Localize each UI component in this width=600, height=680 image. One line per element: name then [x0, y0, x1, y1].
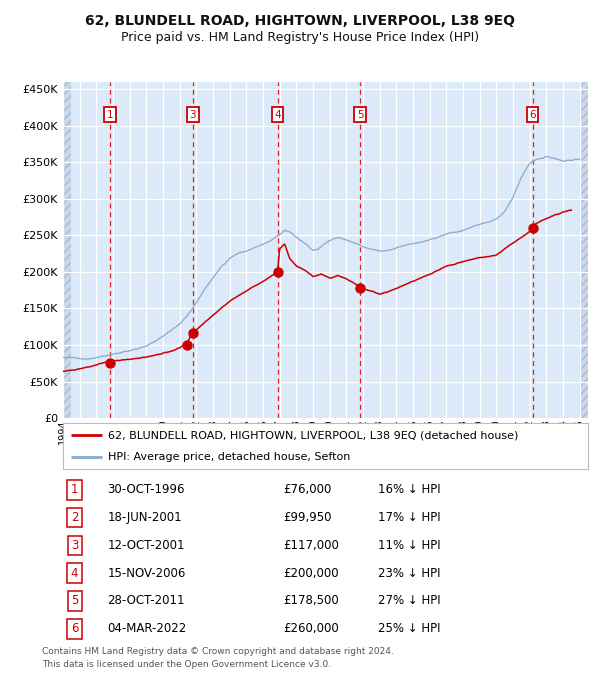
- Text: HPI: Average price, detached house, Sefton: HPI: Average price, detached house, Seft…: [107, 452, 350, 462]
- Text: 12-OCT-2001: 12-OCT-2001: [107, 539, 185, 552]
- Text: £76,000: £76,000: [284, 483, 332, 496]
- Text: 15-NOV-2006: 15-NOV-2006: [107, 566, 186, 579]
- Bar: [63, 82, 71, 418]
- Text: This data is licensed under the Open Government Licence v3.0.: This data is licensed under the Open Gov…: [42, 660, 331, 668]
- Text: £200,000: £200,000: [284, 566, 339, 579]
- Text: 62, BLUNDELL ROAD, HIGHTOWN, LIVERPOOL, L38 9EQ: 62, BLUNDELL ROAD, HIGHTOWN, LIVERPOOL, …: [85, 14, 515, 28]
- Text: Price paid vs. HM Land Registry's House Price Index (HPI): Price paid vs. HM Land Registry's House …: [121, 31, 479, 44]
- Text: 5: 5: [71, 594, 78, 607]
- Text: 17% ↓ HPI: 17% ↓ HPI: [378, 511, 440, 524]
- Text: 25% ↓ HPI: 25% ↓ HPI: [378, 622, 440, 635]
- Text: 3: 3: [71, 539, 78, 552]
- Text: 1: 1: [71, 483, 78, 496]
- Text: 28-OCT-2011: 28-OCT-2011: [107, 594, 185, 607]
- Text: 11% ↓ HPI: 11% ↓ HPI: [378, 539, 440, 552]
- Text: 4: 4: [71, 566, 78, 579]
- Text: 6: 6: [529, 109, 536, 120]
- Text: 3: 3: [190, 109, 196, 120]
- Text: 2: 2: [71, 511, 78, 524]
- Text: 30-OCT-1996: 30-OCT-1996: [107, 483, 185, 496]
- Text: 4: 4: [274, 109, 281, 120]
- Text: 6: 6: [71, 622, 78, 635]
- Text: £117,000: £117,000: [284, 539, 340, 552]
- Text: 5: 5: [357, 109, 364, 120]
- Text: £260,000: £260,000: [284, 622, 339, 635]
- Text: 04-MAR-2022: 04-MAR-2022: [107, 622, 187, 635]
- Bar: [581, 82, 588, 418]
- Text: £99,950: £99,950: [284, 511, 332, 524]
- Text: 23% ↓ HPI: 23% ↓ HPI: [378, 566, 440, 579]
- Text: 62, BLUNDELL ROAD, HIGHTOWN, LIVERPOOL, L38 9EQ (detached house): 62, BLUNDELL ROAD, HIGHTOWN, LIVERPOOL, …: [107, 430, 518, 441]
- Text: 18-JUN-2001: 18-JUN-2001: [107, 511, 182, 524]
- Text: £178,500: £178,500: [284, 594, 339, 607]
- Text: Contains HM Land Registry data © Crown copyright and database right 2024.: Contains HM Land Registry data © Crown c…: [42, 647, 394, 656]
- Text: 27% ↓ HPI: 27% ↓ HPI: [378, 594, 440, 607]
- Text: 16% ↓ HPI: 16% ↓ HPI: [378, 483, 440, 496]
- Text: 1: 1: [107, 109, 113, 120]
